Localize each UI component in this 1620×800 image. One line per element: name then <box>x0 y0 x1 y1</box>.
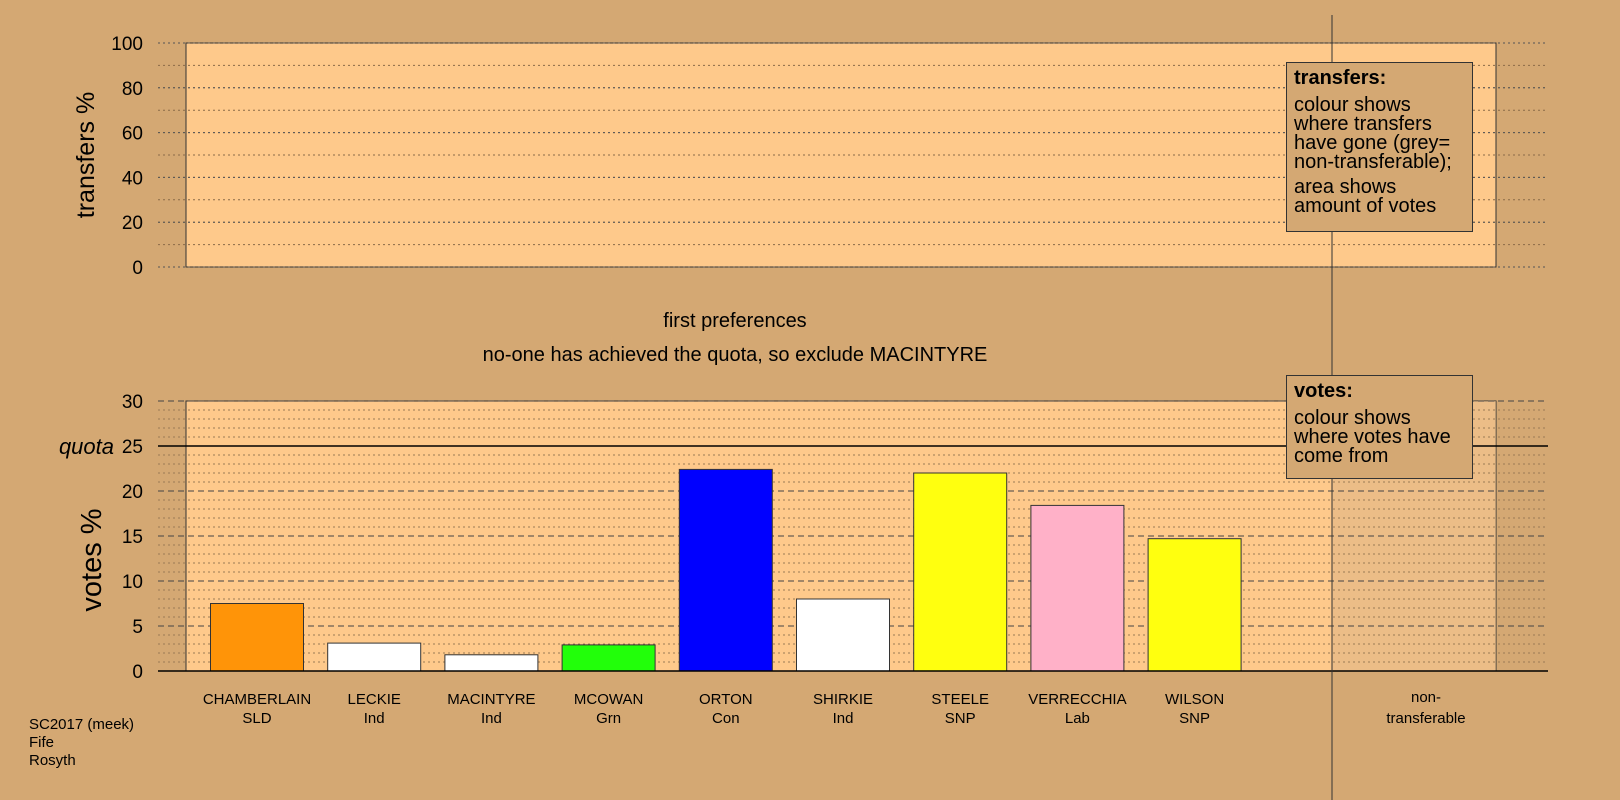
nontransferable-label-1: non- <box>1411 689 1441 706</box>
candidate-party-label: Ind <box>481 710 502 727</box>
candidate-name-label: MCOWAN <box>574 691 643 708</box>
candidate-party-label: Ind <box>364 710 385 727</box>
transfers-legend-heading: transfers: <box>1294 67 1387 89</box>
bar-wilson <box>1147 538 1242 672</box>
bar-mcowan <box>561 644 656 672</box>
footer-ward: Rosyth <box>29 752 76 769</box>
votes-tick-label: 25 <box>122 437 143 458</box>
votes-legend-heading: votes: <box>1294 380 1353 402</box>
bar-verrecchia <box>1030 504 1125 672</box>
transfers-tick-label: 40 <box>122 168 143 189</box>
votes-legend-text-1: colour shows where votes have come from <box>1294 407 1451 467</box>
transfers-tick-label: 60 <box>122 124 143 145</box>
candidate-party-label: SNP <box>1179 710 1210 727</box>
votes-legend: votes: colour shows where votes have com… <box>1286 375 1473 479</box>
transfers-legend: transfers: colour shows where transfers … <box>1286 62 1473 232</box>
quota-label: quota <box>59 434 114 459</box>
bar-leckie <box>327 642 422 672</box>
votes-tick-label: 0 <box>132 662 143 683</box>
candidate-party-label: Grn <box>596 710 621 727</box>
transfers-tick-label: 100 <box>111 34 143 55</box>
transfers-tick-label: 80 <box>122 79 143 100</box>
nontransferable-label-2: transferable <box>1386 710 1465 727</box>
votes-tick-label: 30 <box>122 392 143 413</box>
candidate-name-label: VERRECCHIA <box>1028 691 1126 708</box>
candidate-name-label: STEELE <box>931 691 989 708</box>
candidate-party-label: Con <box>712 710 740 727</box>
candidate-name-label: CHAMBERLAIN <box>203 691 311 708</box>
transfers-legend-text-2: area shows amount of votes <box>1294 176 1437 217</box>
candidate-name-label: LECKIE <box>348 691 401 708</box>
votes-tick-label: 10 <box>122 572 143 593</box>
candidate-party-label: SLD <box>242 710 271 727</box>
bar-shirkie <box>796 598 890 672</box>
bar-orton <box>678 468 773 672</box>
candidate-name-label: ORTON <box>699 691 753 708</box>
candidate-name-label: WILSON <box>1165 691 1224 708</box>
votes-tick-label: 15 <box>122 527 143 548</box>
stage-note: no-one has achieved the quota, so exclud… <box>482 344 988 366</box>
votes-tick-label: 5 <box>132 617 143 638</box>
candidate-party-label: Lab <box>1065 710 1090 727</box>
transfers-chart: 0 20 40 60 80 100 transfers % <box>72 34 1548 279</box>
bar-chamberlain <box>210 603 304 672</box>
bar-macintyre <box>444 654 539 672</box>
candidate-party-label: SNP <box>945 710 976 727</box>
candidate-name-label: SHIRKIE <box>813 691 873 708</box>
candidate-name-label: MACINTYRE <box>447 691 535 708</box>
transfers-tick-label: 0 <box>132 258 143 279</box>
transfers-tick-label: 20 <box>122 213 143 234</box>
transfers-legend-text-1: colour shows where transfers have gone (… <box>1294 94 1452 173</box>
stage-title: first preferences <box>663 310 807 332</box>
footer-election: SC2017 (meek) <box>29 716 135 733</box>
candidate-party-label: Ind <box>833 710 854 727</box>
transfers-axis-label: transfers % <box>72 92 100 218</box>
footer-council: Fife <box>29 734 55 751</box>
votes-axis-label: votes % <box>76 508 108 611</box>
votes-tick-label: 20 <box>122 482 143 503</box>
bar-steele <box>913 472 1008 672</box>
